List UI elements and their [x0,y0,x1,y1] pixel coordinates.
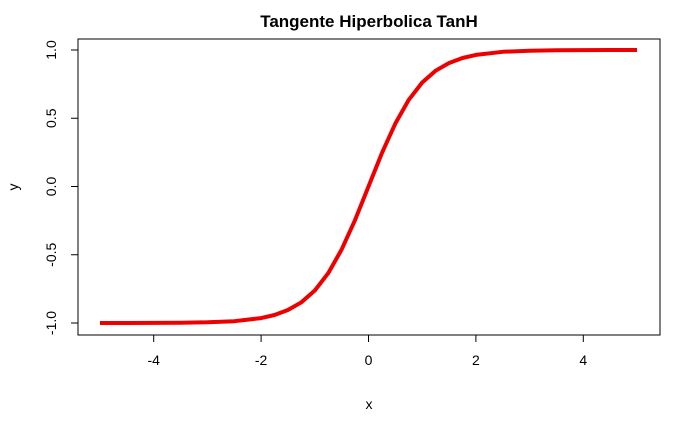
x-tick-label: -4 [147,352,160,368]
x-tick-label: -2 [255,352,268,368]
x-axis-label: x [366,396,373,412]
y-tick-label: 1.0 [43,40,59,60]
x-axis: -4 -2 0 2 4 [147,334,587,368]
y-tick-label: 0.0 [43,177,59,197]
y-axis: -1.0 -0.5 0.0 0.5 1.0 [43,40,79,335]
y-tick-label: -0.5 [43,242,59,266]
series-layer [100,48,637,325]
series-line-0 [100,48,637,325]
x-tick-label: 0 [365,352,373,368]
y-axis-label: y [5,184,21,191]
y-tick-label: 0.5 [43,108,59,128]
chart-title: Tangente Hiperbolica TanH [260,12,478,31]
x-tick-label: 4 [579,352,587,368]
x-tick-label: 2 [472,352,480,368]
y-tick-label: -1.0 [43,311,59,335]
